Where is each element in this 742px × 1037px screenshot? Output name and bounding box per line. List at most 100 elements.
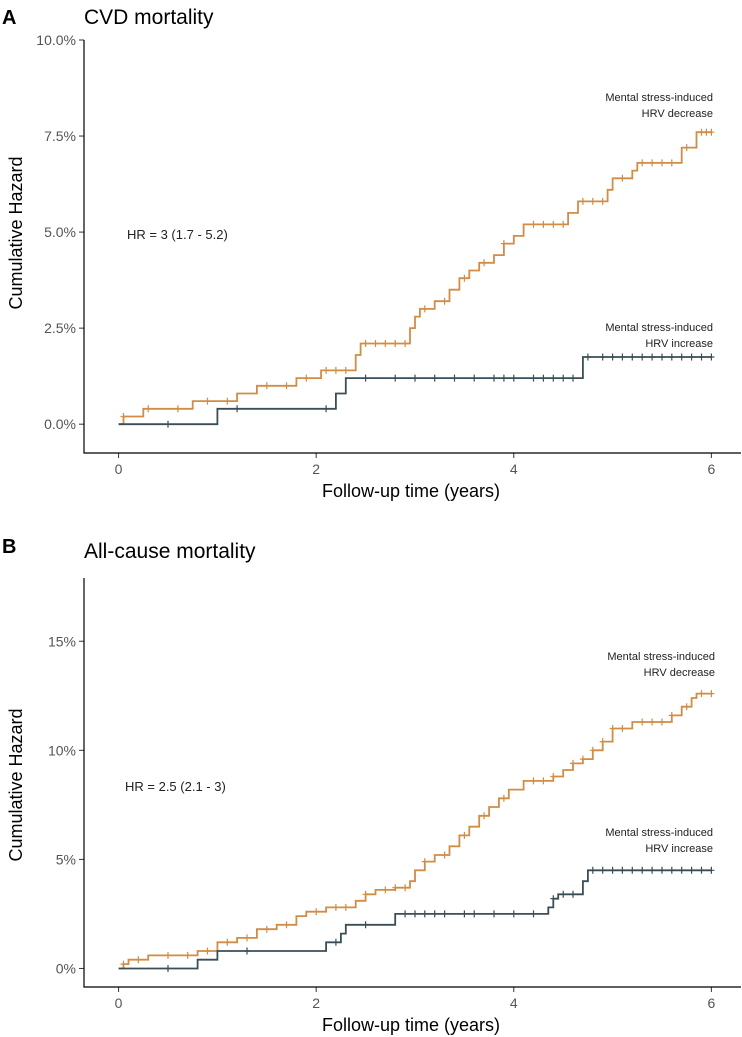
legend-increase-line2-a: HRV increase	[645, 338, 713, 350]
censor-mark-increase-b	[639, 866, 646, 874]
censor-mark-decrease-b	[135, 956, 142, 964]
hazard-ratio-label-a: HR = 3 (1.7 - 5.2)	[127, 227, 228, 242]
censor-mark-decrease-b	[120, 960, 127, 968]
censor-mark-increase-a	[323, 405, 330, 413]
censor-mark-decrease-a	[649, 159, 656, 167]
x-tick-label-a: 4	[510, 461, 518, 477]
censor-mark-increase-a	[412, 374, 418, 382]
censor-mark-increase-b	[619, 866, 626, 874]
censor-mark-decrease-b	[283, 921, 290, 929]
censor-mark-decrease-b	[639, 718, 646, 726]
censor-mark-decrease-b	[550, 773, 557, 780]
censor-mark-increase-a	[471, 374, 478, 382]
censor-mark-decrease-a	[540, 220, 547, 228]
censor-mark-increase-b	[431, 910, 438, 918]
panel-letter-b: B	[2, 536, 16, 558]
censor-mark-increase-a	[659, 353, 665, 361]
censor-mark-decrease-b	[263, 925, 270, 933]
panel-letter-a: A	[2, 7, 16, 29]
censor-mark-decrease-b	[609, 725, 616, 732]
censor-mark-decrease-b	[570, 759, 576, 767]
censor-mark-decrease-b	[441, 851, 448, 859]
y-tick-label-b: 15%	[48, 633, 76, 649]
y-tick-label-b: 0%	[56, 960, 76, 976]
censor-mark-increase-b	[421, 910, 428, 918]
x-tick-label-a: 6	[707, 461, 715, 477]
censor-mark-decrease-b	[461, 831, 468, 839]
censor-mark-increase-b	[708, 866, 715, 874]
censor-mark-decrease-a	[362, 340, 369, 347]
censor-mark-increase-a	[629, 353, 636, 361]
censor-mark-decrease-b	[362, 890, 369, 898]
censor-mark-increase-b	[609, 866, 616, 874]
y-tick-label-a: 2.5%	[44, 320, 76, 336]
legend-decrease-line2-b: HRV decrease	[644, 667, 715, 679]
censor-mark-decrease-a	[589, 197, 596, 205]
censor-mark-decrease-b	[382, 886, 389, 894]
censor-mark-decrease-b	[619, 725, 626, 732]
censor-mark-increase-a	[431, 374, 438, 382]
censor-mark-decrease-a	[392, 340, 399, 347]
censor-mark-decrease-b	[165, 951, 171, 959]
censor-mark-decrease-b	[540, 777, 547, 785]
censor-mark-decrease-b	[184, 951, 191, 959]
legend-increase-line1-a: Mental stress-induced	[605, 322, 713, 334]
legend-decrease-line1-a: Mental stress-induced	[605, 92, 713, 104]
censor-mark-decrease-b	[244, 934, 250, 942]
censor-mark-increase-a	[678, 353, 685, 361]
x-tick-label-b: 2	[312, 995, 320, 1011]
censor-mark-increase-a	[550, 374, 557, 382]
censor-mark-increase-b	[491, 910, 497, 918]
censor-mark-increase-b	[550, 895, 557, 903]
censor-mark-decrease-a	[659, 159, 665, 167]
censor-mark-increase-a	[165, 420, 171, 428]
y-tick-label-a: 10.0%	[36, 32, 76, 48]
censor-mark-increase-a	[234, 405, 241, 413]
legend-decrease-line2-a: HRV decrease	[642, 108, 713, 120]
censor-mark-increase-a	[649, 353, 656, 361]
censor-mark-increase-b	[678, 866, 685, 874]
censor-mark-increase-a	[708, 353, 715, 361]
censor-mark-decrease-b	[708, 690, 715, 698]
panel-a-cvd-mortality: A CVD mortality Cumulative Hazard Follow…	[2, 6, 741, 501]
chart-title-a: CVD mortality	[84, 6, 214, 29]
censor-mark-decrease-b	[481, 812, 488, 820]
censor-mark-decrease-a	[323, 366, 330, 374]
censor-mark-decrease-a	[382, 340, 389, 347]
censor-mark-increase-a	[392, 374, 399, 382]
censor-mark-decrease-a	[639, 159, 646, 167]
censor-mark-decrease-a	[668, 159, 675, 167]
censor-mark-decrease-b	[698, 690, 705, 698]
censor-mark-decrease-a	[332, 366, 339, 374]
x-tick-label-b: 0	[115, 995, 123, 1011]
censor-mark-increase-a	[530, 374, 537, 382]
censor-mark-increase-b	[510, 910, 517, 918]
hazard-ratio-label-b: HR = 2.5 (2.1 - 3)	[125, 779, 226, 794]
series-layer-a	[118, 128, 715, 428]
x-tick-label-a: 0	[115, 461, 123, 477]
axis-ticks-b: 0 2 4 6 0% 5% 10% 15%	[48, 633, 715, 1011]
censor-mark-decrease-a	[441, 297, 448, 305]
censor-mark-decrease-a	[619, 174, 626, 182]
censor-mark-increase-a	[688, 353, 695, 361]
censor-mark-decrease-a	[500, 240, 507, 248]
censor-mark-increase-b	[530, 910, 537, 918]
legend-increase-line1-b: Mental stress-induced	[605, 827, 713, 839]
censor-mark-increase-b	[659, 866, 665, 874]
censor-mark-decrease-b	[599, 738, 606, 746]
censor-mark-decrease-a	[481, 259, 488, 267]
censor-mark-increase-b	[599, 866, 606, 874]
series-line-increase-a	[118, 356, 712, 426]
censor-mark-decrease-a	[263, 382, 270, 390]
censor-mark-decrease-b	[589, 746, 596, 754]
censor-mark-increase-b	[698, 866, 705, 874]
censor-mark-decrease-a	[120, 413, 127, 420]
censor-mark-decrease-a	[372, 340, 379, 347]
censor-mark-increase-b	[649, 866, 656, 874]
censor-mark-increase-b	[165, 965, 171, 972]
series-layer-b	[118, 690, 715, 972]
censor-mark-decrease-b	[530, 777, 537, 785]
censor-mark-decrease-a	[599, 197, 606, 205]
censor-mark-decrease-b	[683, 703, 690, 711]
